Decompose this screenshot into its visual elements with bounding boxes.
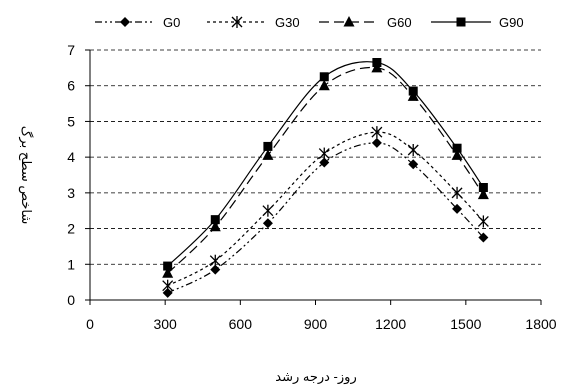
legend-label: G0	[163, 15, 180, 30]
data-point-G90	[263, 141, 273, 151]
data-point-G90	[319, 72, 329, 82]
series-line-G0	[167, 142, 484, 294]
data-point-G0	[371, 137, 382, 148]
data-point-G0	[319, 157, 330, 168]
data-point-G90	[372, 58, 382, 67]
series-G0	[162, 137, 489, 298]
y-axis-label: شاخص سطح برگ	[18, 126, 35, 224]
data-point-G0	[162, 287, 173, 298]
axes	[85, 49, 542, 305]
y-tick-label: 5	[67, 113, 75, 129]
legend-marker	[231, 16, 243, 28]
data-point-G60	[371, 61, 383, 73]
legend-label: G30	[275, 15, 300, 30]
data-point-G90	[408, 86, 418, 96]
legend-item-G60: G60	[319, 15, 412, 30]
x-axis-label: روز- درجه رشد	[275, 369, 356, 385]
y-tick-label: 1	[67, 256, 75, 272]
legend-item-G30: G30	[207, 15, 300, 30]
data-point-G90	[452, 143, 462, 153]
series-G30	[162, 126, 489, 292]
y-tick-labels: 0 1 2 3 4 5 6 7	[67, 42, 75, 308]
y-tick-label: 3	[67, 185, 75, 201]
x-tick-label: 1500	[450, 316, 481, 332]
data-point-G30	[477, 215, 489, 228]
data-point-G60	[162, 267, 174, 278]
data-point-G0	[452, 203, 463, 214]
series-G90	[163, 58, 488, 271]
data-point-G90	[163, 261, 173, 271]
x-tick-labels: 0 300 600 900 1200 1500 1800	[86, 316, 557, 332]
legend-label: G90	[499, 15, 524, 30]
data-point-G30	[318, 147, 330, 160]
y-tick-label: 7	[67, 42, 75, 58]
x-tick-label: 1200	[375, 316, 406, 332]
grid-lines	[90, 49, 541, 265]
x-tick-label: 0	[86, 316, 94, 332]
data-point-G30	[371, 126, 383, 139]
x-tick-label: 600	[229, 316, 253, 332]
legend-item-G0: G0	[95, 15, 180, 30]
legend-label: G60	[387, 15, 412, 30]
data-point-G0	[210, 264, 221, 275]
data-point-G60	[209, 220, 221, 232]
legend-marker	[456, 17, 466, 27]
data-point-G90	[210, 215, 220, 225]
data-point-G60	[262, 149, 274, 160]
data-point-G30	[262, 204, 274, 217]
data-point-G0	[478, 232, 489, 243]
x-tick-label: 900	[304, 316, 328, 332]
series-G60	[162, 61, 489, 278]
y-tick-label: 0	[67, 292, 75, 308]
data-point-G60	[477, 188, 489, 200]
y-tick-label: 6	[67, 78, 75, 94]
data-point-G60	[318, 79, 330, 91]
legend-marker	[343, 16, 355, 27]
y-tick-label: 4	[67, 149, 75, 165]
series-line-G60	[167, 66, 484, 274]
data-point-G60	[451, 149, 463, 160]
legend-marker	[120, 17, 130, 27]
data-point-G60	[407, 90, 419, 101]
plot-area	[162, 58, 489, 298]
x-tick-label: 1800	[525, 316, 556, 332]
data-point-G30	[209, 254, 221, 267]
data-point-G90	[478, 183, 488, 192]
legend: G0 G30 G60 G90	[95, 15, 524, 30]
data-point-G30	[451, 186, 463, 199]
data-point-G30	[162, 279, 174, 292]
data-point-G30	[407, 144, 419, 156]
y-tick-label: 2	[67, 221, 75, 237]
data-point-G0	[408, 159, 419, 170]
legend-item-G90: G90	[431, 15, 524, 30]
x-tick-label: 300	[153, 316, 177, 332]
data-point-G0	[262, 218, 273, 229]
